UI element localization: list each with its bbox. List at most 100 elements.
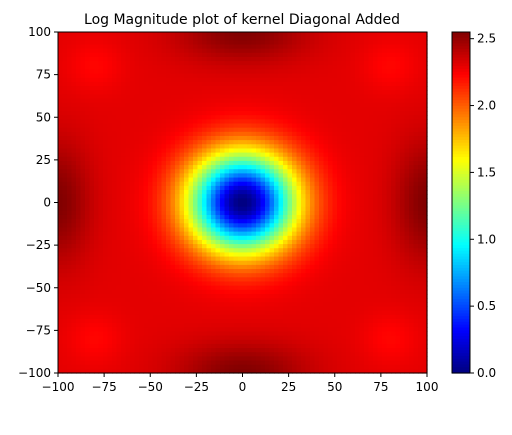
heatmap-cell — [292, 140, 297, 145]
heatmap-cell — [144, 123, 149, 128]
heatmap-cell — [157, 290, 162, 295]
heatmap-cell — [130, 361, 135, 366]
heatmap-cell — [207, 286, 212, 291]
heatmap-cell — [220, 161, 225, 166]
heatmap-cell — [301, 61, 306, 66]
heatmap-cell — [153, 82, 158, 87]
heatmap-cell — [175, 352, 180, 357]
heatmap-cell — [126, 290, 131, 295]
heatmap-cell — [162, 311, 167, 316]
heatmap-cell — [144, 61, 149, 66]
heatmap-cell — [135, 36, 140, 41]
heatmap-cell — [144, 161, 149, 166]
heatmap-cell — [166, 99, 171, 104]
heatmap-cell — [63, 78, 68, 83]
heatmap-cell — [90, 198, 95, 203]
heatmap-cell — [72, 277, 77, 282]
heatmap-cell — [130, 336, 135, 341]
heatmap-cell — [157, 336, 162, 341]
heatmap-cell — [180, 265, 185, 270]
heatmap-cell — [216, 140, 221, 145]
heatmap-cell — [270, 86, 275, 91]
heatmap-cell — [108, 61, 113, 66]
heatmap-cell — [189, 348, 194, 353]
heatmap-cell — [103, 57, 108, 62]
heatmap-cell — [121, 182, 126, 187]
heatmap-cell — [135, 306, 140, 311]
heatmap-cell — [153, 236, 158, 241]
heatmap-cell — [274, 227, 279, 232]
heatmap-cell — [211, 248, 216, 253]
heatmap-cell — [292, 331, 297, 336]
heatmap-cell — [310, 144, 315, 149]
heatmap-cell — [189, 173, 194, 178]
heatmap-cell — [112, 186, 117, 191]
heatmap-cell — [76, 157, 81, 162]
heatmap-cell — [306, 40, 311, 45]
heatmap-cell — [261, 194, 266, 199]
heatmap-cell — [72, 57, 77, 62]
heatmap-cell — [315, 49, 320, 54]
heatmap-cell — [211, 186, 216, 191]
heatmap-cell — [207, 327, 212, 332]
heatmap-cell — [189, 57, 194, 62]
heatmap-cell — [261, 40, 266, 45]
heatmap-cell — [171, 277, 176, 282]
heatmap-cell — [157, 265, 162, 270]
heatmap-cell — [243, 315, 248, 320]
heatmap-cell — [229, 157, 234, 162]
heatmap-cell — [288, 169, 293, 174]
heatmap-cell — [67, 257, 72, 262]
heatmap-cell — [90, 74, 95, 79]
heatmap-cell — [292, 194, 297, 199]
heatmap-cell — [63, 352, 68, 357]
heatmap-cell — [162, 86, 167, 91]
heatmap-cell — [238, 178, 243, 183]
heatmap-cell — [279, 86, 284, 91]
heatmap-cell — [193, 223, 198, 228]
heatmap-cell — [270, 331, 275, 336]
heatmap-cell — [310, 323, 315, 328]
heatmap-cell — [324, 286, 329, 291]
heatmap-cell — [288, 132, 293, 137]
heatmap-cell — [234, 361, 239, 366]
heatmap-cell — [103, 107, 108, 112]
heatmap-cell — [301, 211, 306, 216]
heatmap-cell — [256, 265, 261, 270]
heatmap-cell — [315, 298, 320, 303]
heatmap-cell — [180, 99, 185, 104]
heatmap-cell — [135, 69, 140, 74]
heatmap-cell — [130, 244, 135, 249]
heatmap-cell — [234, 123, 239, 128]
heatmap-cell — [301, 282, 306, 287]
heatmap-cell — [220, 53, 225, 58]
heatmap-cell — [292, 169, 297, 174]
heatmap-cell — [279, 244, 284, 249]
heatmap-cell — [162, 203, 167, 208]
heatmap-cell — [328, 148, 333, 153]
heatmap-cell — [301, 36, 306, 41]
heatmap-cell — [270, 344, 275, 349]
heatmap-cell — [99, 74, 104, 79]
heatmap-cell — [144, 265, 149, 270]
heatmap-cell — [279, 53, 284, 58]
heatmap-cell — [301, 311, 306, 316]
heatmap-cell — [166, 165, 171, 170]
heatmap-cell — [292, 248, 297, 253]
heatmap-cell — [184, 173, 189, 178]
heatmap-cell — [166, 194, 171, 199]
heatmap-cell — [157, 153, 162, 158]
heatmap-cell — [166, 115, 171, 120]
heatmap-cell — [243, 194, 248, 199]
heatmap-cell — [135, 136, 140, 141]
heatmap-cell — [297, 36, 302, 41]
heatmap-cell — [211, 361, 216, 366]
heatmap-cell — [207, 49, 212, 54]
heatmap-cell — [270, 261, 275, 266]
heatmap-cell — [193, 169, 198, 174]
heatmap-cell — [220, 348, 225, 353]
heatmap-cell — [103, 203, 108, 208]
heatmap-cell — [279, 161, 284, 166]
heatmap-cell — [184, 169, 189, 174]
heatmap-cell — [112, 336, 117, 341]
